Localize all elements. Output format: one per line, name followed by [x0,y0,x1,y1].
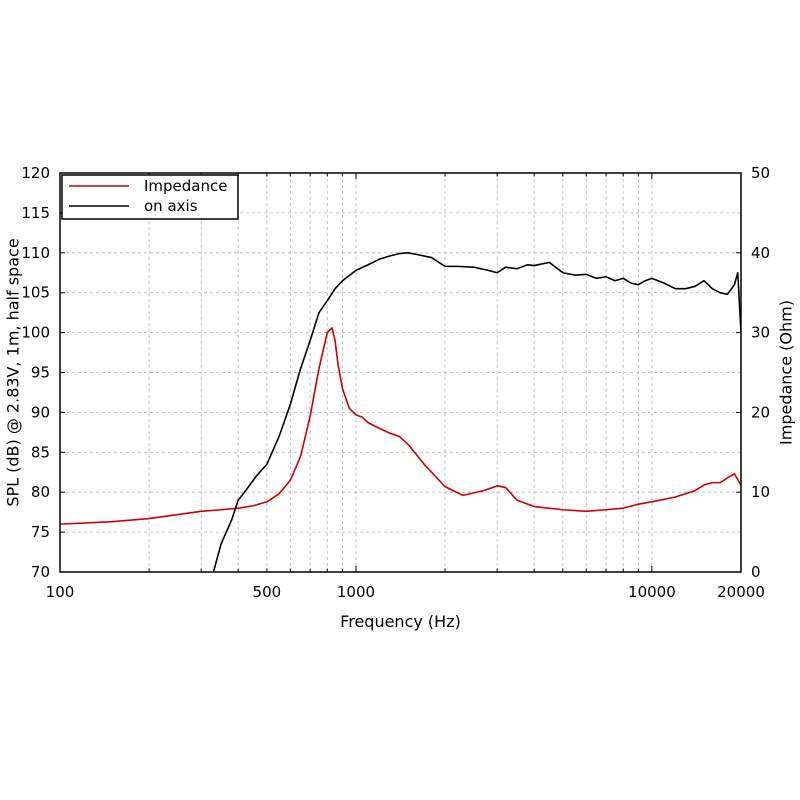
series-line-on-axis [212,252,741,572]
y-axis-title: SPL (dB) @ 2.83V, 1m, half space [4,238,23,506]
y2-tick-label: 30 [751,324,770,342]
x-tick-label: 20000 [717,583,765,601]
y2-axis-title: Impedance (Ohm) [777,300,796,445]
legend-label-on-axis: on axis [144,197,198,215]
y2-tick-label: 20 [751,403,770,421]
y-tick-label: 90 [31,403,50,421]
x-axis-title: Frequency (Hz) [340,612,461,631]
grid-lines [60,173,741,572]
legend-label-impedance: Impedance [144,177,227,195]
y-tick-label: 75 [31,523,50,541]
y-tick-label: 110 [21,244,50,262]
y-tick-label: 95 [31,364,50,382]
y2-tick-label: 40 [751,244,770,262]
axis-ticks [59,172,742,573]
y2-tick-label: 10 [751,483,770,501]
y-tick-label: 120 [21,164,50,182]
series-line-impedance [60,327,741,525]
y-tick-label: 115 [21,204,50,222]
x-tick-label: 10000 [628,583,676,601]
y-tick-label: 80 [31,483,50,501]
x-tick-label: 100 [46,583,75,601]
y-tick-label: 70 [31,563,50,581]
y-tick-label: 85 [31,443,50,461]
y-tick-label: 105 [21,284,50,302]
y-tick-label: 100 [21,324,50,342]
tick-labels: 100 500 1000 10000 2000070758085909510010511… [21,164,770,601]
series-layer [60,252,741,572]
y2-tick-label: 0 [751,563,761,581]
legend: Impedance on axis [61,174,239,220]
x-tick-label: 500 [253,583,282,601]
x-tick-label: 1000 [337,583,375,601]
legend-box [61,174,239,220]
y2-tick-label: 50 [751,164,770,182]
